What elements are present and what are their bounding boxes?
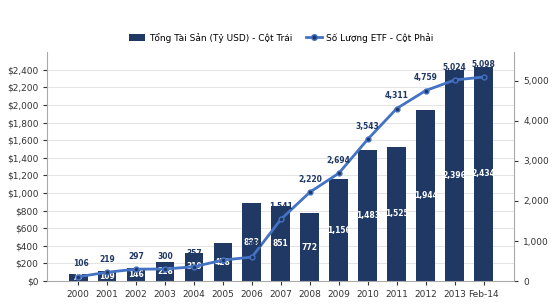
Text: 883: 883 <box>244 238 260 247</box>
Bar <box>445 70 464 281</box>
Text: 772: 772 <box>302 243 318 252</box>
Text: 598: 598 <box>247 240 262 249</box>
Bar <box>271 206 290 281</box>
Bar <box>359 151 377 281</box>
Bar <box>329 179 348 281</box>
Text: 1,483: 1,483 <box>356 211 380 220</box>
Text: 218: 218 <box>157 267 173 276</box>
Text: 2,434: 2,434 <box>471 170 495 178</box>
Text: 4,759: 4,759 <box>414 73 438 82</box>
Bar <box>127 268 146 281</box>
Text: 79: 79 <box>73 273 83 282</box>
Text: 5,024: 5,024 <box>443 63 466 72</box>
Text: 428: 428 <box>215 258 231 267</box>
Text: 1,944: 1,944 <box>414 191 438 200</box>
Bar <box>416 110 435 281</box>
Bar <box>214 243 232 281</box>
Bar <box>98 271 117 281</box>
Text: 319: 319 <box>186 263 202 271</box>
Text: 851: 851 <box>273 239 289 248</box>
Text: 4,311: 4,311 <box>385 91 409 100</box>
Text: 524: 524 <box>215 243 231 252</box>
Bar <box>300 213 319 281</box>
Text: 297: 297 <box>128 252 144 261</box>
Text: 5,098: 5,098 <box>471 60 495 69</box>
Bar <box>474 67 493 281</box>
Text: 2,220: 2,220 <box>298 175 322 184</box>
Text: 3,543: 3,543 <box>356 122 380 131</box>
Text: 300: 300 <box>157 252 173 261</box>
Bar <box>156 262 175 281</box>
Text: 1,541: 1,541 <box>269 202 293 211</box>
Bar <box>185 253 203 281</box>
Legend: Tổng Tài Sản (Tỷ USD) - Cột Trái, Số Lượng ETF - Cột Phải: Tổng Tài Sản (Tỷ USD) - Cột Trái, Số Lượ… <box>125 29 436 46</box>
Text: 2,694: 2,694 <box>327 156 351 165</box>
Text: 219: 219 <box>99 255 115 264</box>
Text: 1,525: 1,525 <box>385 209 409 218</box>
Bar <box>388 147 406 281</box>
Bar <box>242 203 261 281</box>
Text: 2,396: 2,396 <box>443 171 466 180</box>
Text: 357: 357 <box>186 249 202 258</box>
Text: 1,156: 1,156 <box>327 226 351 235</box>
Bar <box>69 274 87 281</box>
Text: 109: 109 <box>99 272 115 281</box>
Text: 146: 146 <box>128 270 144 279</box>
Text: 106: 106 <box>73 259 89 268</box>
